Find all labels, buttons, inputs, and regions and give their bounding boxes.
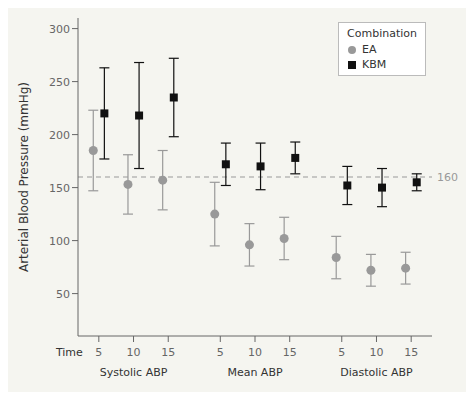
svg-text:15: 15 <box>283 346 297 359</box>
svg-text:Arterial Blood Pressure (mmHg): Arterial Blood Pressure (mmHg) <box>17 82 31 272</box>
svg-text:5: 5 <box>217 346 224 359</box>
svg-text:10: 10 <box>369 346 383 359</box>
svg-text:Diastolic ABP: Diastolic ABP <box>340 366 413 379</box>
svg-text:200: 200 <box>49 129 70 142</box>
svg-text:15: 15 <box>161 346 175 359</box>
svg-text:250: 250 <box>49 76 70 89</box>
svg-text:Time: Time <box>55 346 83 359</box>
svg-text:300: 300 <box>49 23 70 36</box>
html-text:Combination: Combination <box>347 27 417 40</box>
svg-text:160: 160 <box>437 171 458 184</box>
svg-text:5: 5 <box>95 346 102 359</box>
svg-text:Systolic ABP: Systolic ABP <box>100 366 168 379</box>
svg-text:50: 50 <box>56 288 70 301</box>
svg-text:10: 10 <box>248 346 262 359</box>
svg-text:100: 100 <box>49 235 70 248</box>
svg-text:15: 15 <box>404 346 418 359</box>
svg-text:10: 10 <box>127 346 141 359</box>
html-text:KBM: KBM <box>362 58 387 71</box>
svg-text:150: 150 <box>49 182 70 195</box>
svg-text:Mean ABP: Mean ABP <box>227 366 283 379</box>
html-text:EA: EA <box>362 43 377 56</box>
svg-text:5: 5 <box>338 346 345 359</box>
